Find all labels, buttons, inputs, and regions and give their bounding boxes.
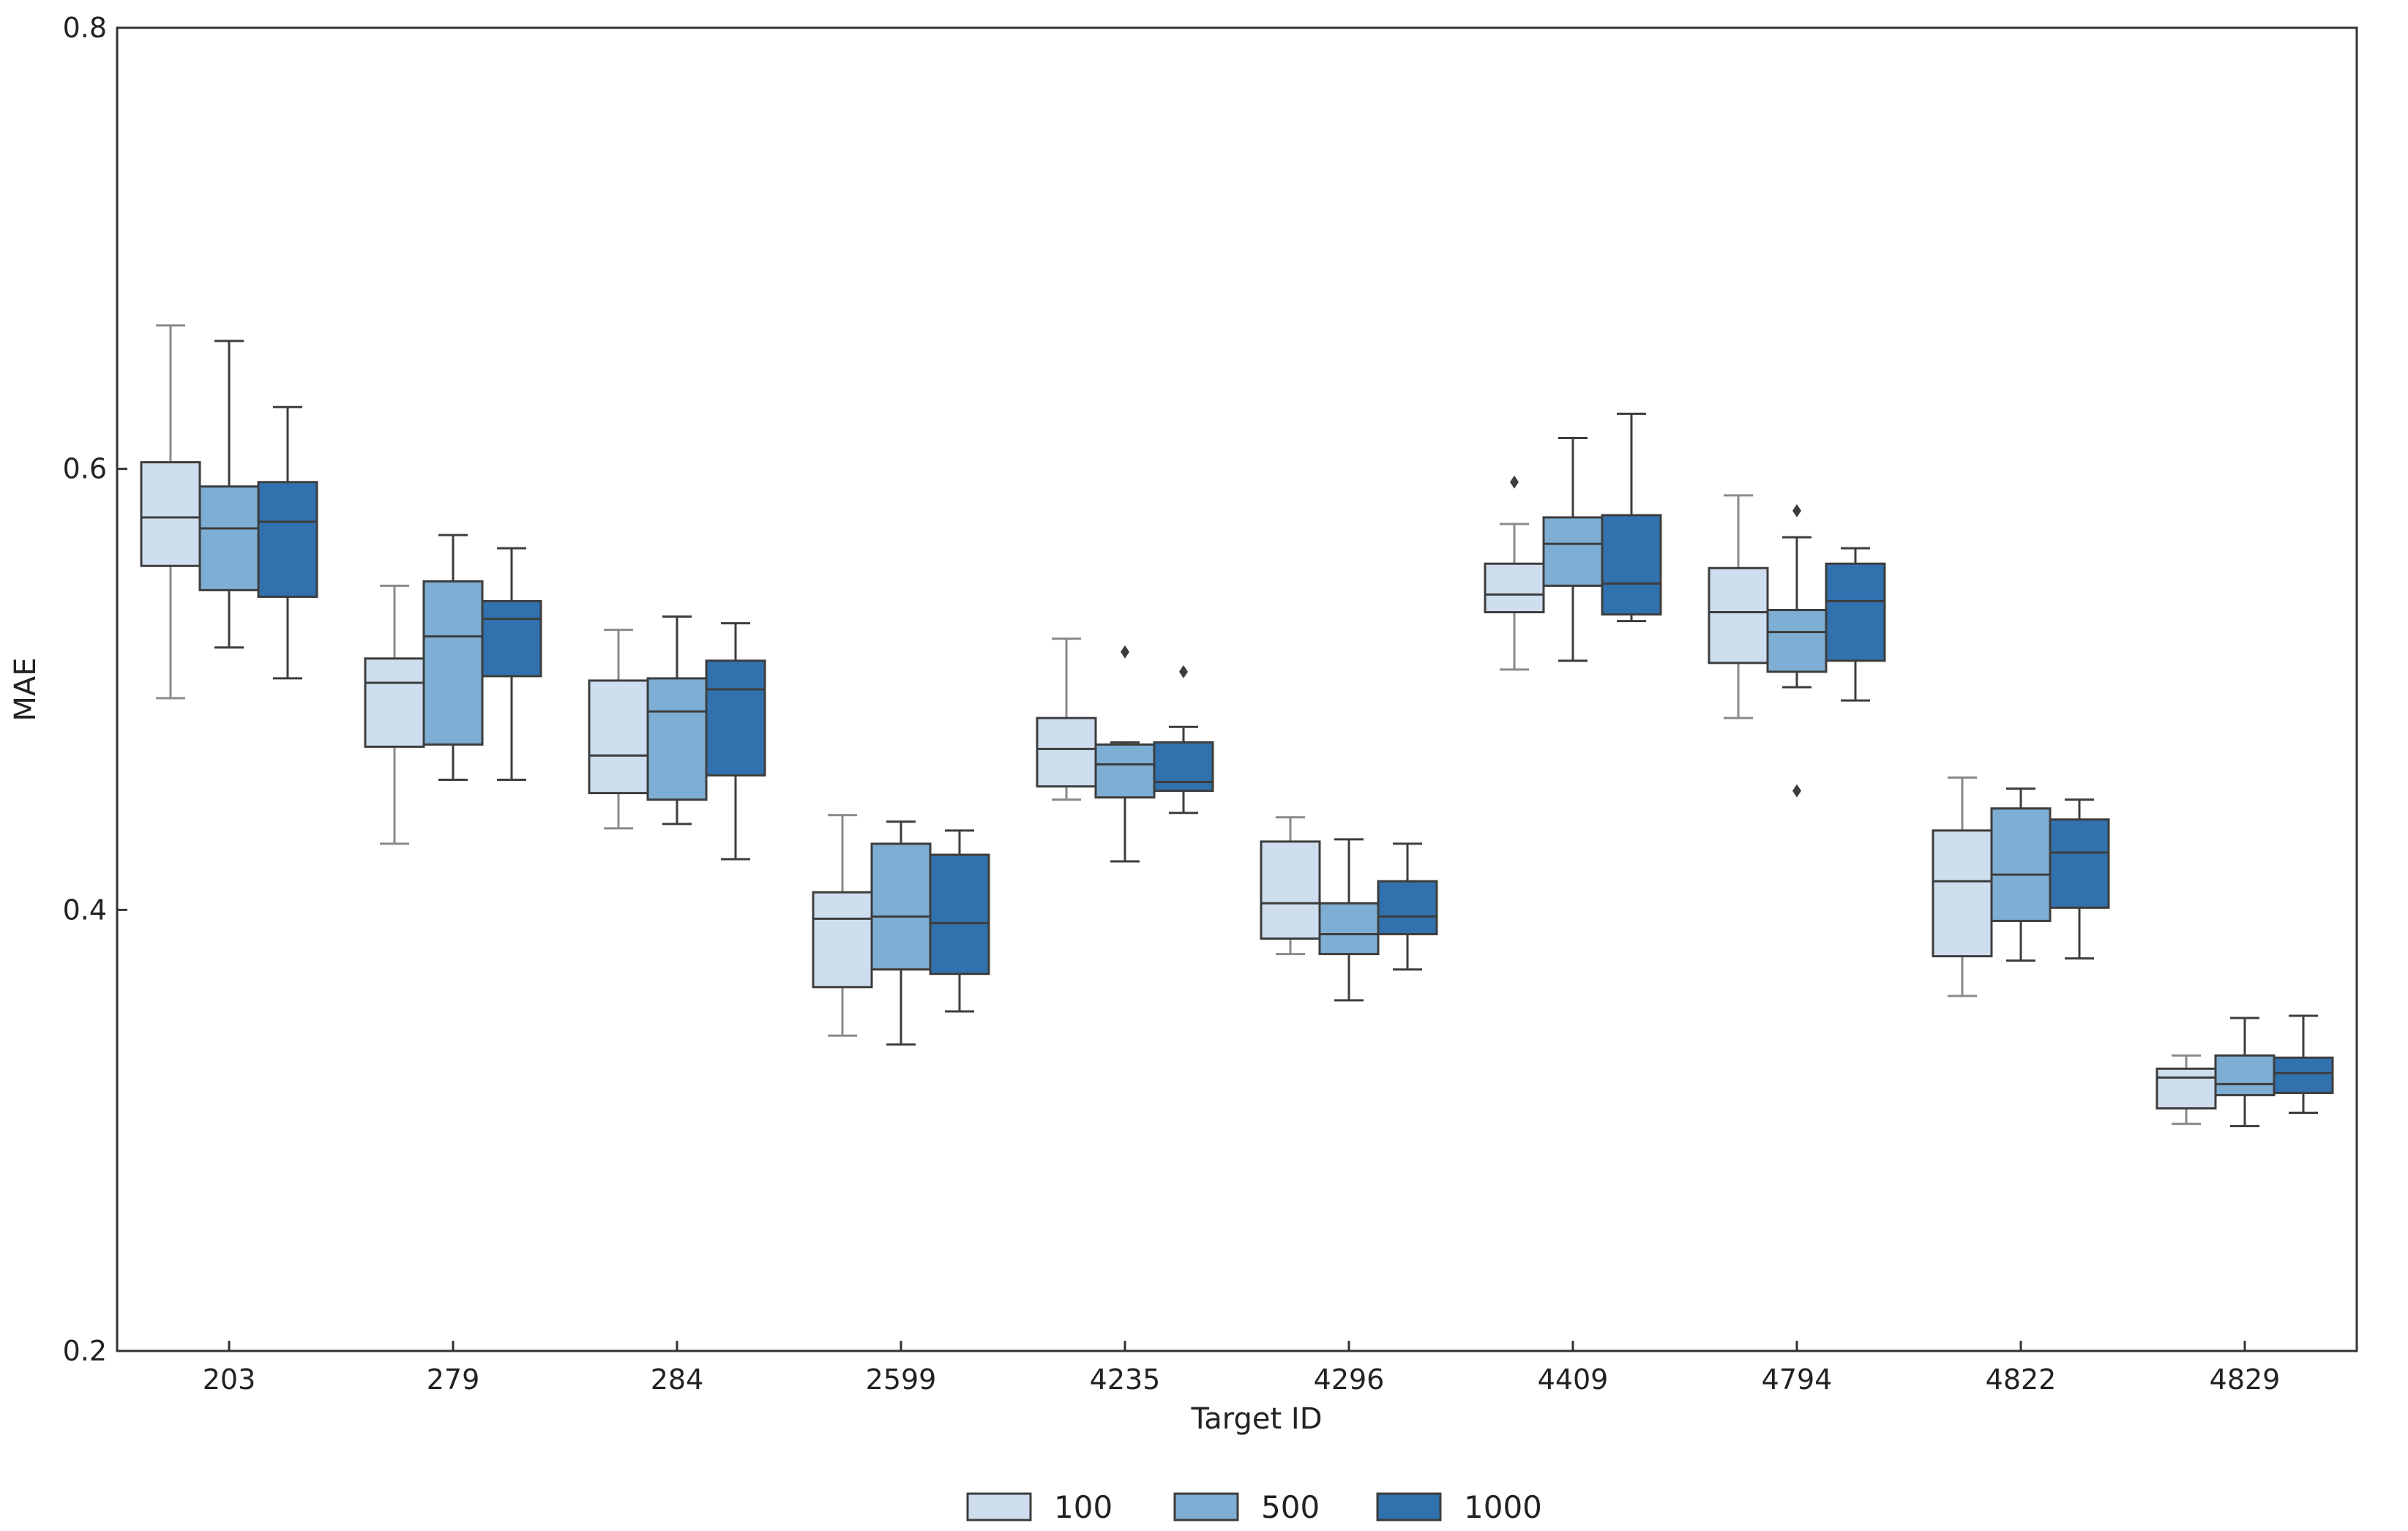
box-100-4794: [1708, 494, 1769, 719]
box-iqr: [1036, 716, 1097, 788]
y-axis-title: MAE: [9, 657, 42, 721]
outlier-point: [1792, 784, 1801, 798]
box-iqr: [1094, 743, 1156, 799]
box-100-4829: [2155, 1054, 2217, 1126]
box-iqr: [1542, 516, 1604, 587]
box-iqr: [1260, 840, 1321, 940]
y-tick-label: 0.8: [63, 12, 107, 44]
box-1000-4296: [1377, 842, 1438, 971]
box-1000-4822: [2049, 798, 2110, 960]
box-iqr: [1377, 880, 1438, 935]
box-1000-4235: [1153, 665, 1214, 815]
x-axis: 203 279 284 2599 4235 4296 4409 4794 4822 4829: [203, 1341, 2281, 1396]
box-iqr: [1825, 562, 1886, 662]
box-1000-4794: [1825, 547, 1886, 702]
plot-area-frame: [116, 26, 2358, 1352]
box-100-2599: [812, 814, 873, 1037]
box-100-284: [588, 629, 649, 830]
x-tick-label: 4409: [1538, 1363, 1609, 1396]
box-iqr: [2155, 1067, 2217, 1110]
outlier-point: [1792, 504, 1801, 517]
box-1000-284: [705, 622, 766, 861]
box-500-4409: [1542, 436, 1604, 662]
legend: 100 500 1000: [966, 1489, 1542, 1525]
box-500-279: [422, 534, 484, 782]
box-1000-203: [257, 405, 318, 680]
box-iqr: [364, 657, 425, 748]
legend-swatch-100: [966, 1492, 1032, 1521]
box-1000-4409: [1601, 412, 1662, 623]
box-iqr: [588, 679, 649, 795]
box-500-203: [198, 340, 260, 649]
box-iqr: [140, 461, 201, 567]
box-groups: [140, 324, 2334, 1128]
box-500-2599: [870, 820, 932, 1046]
box-iqr: [1932, 829, 1993, 958]
box-100-4822: [1932, 776, 1993, 997]
y-tick-label: 0.4: [63, 894, 107, 926]
box-iqr: [705, 659, 766, 777]
box-500-4296: [1318, 838, 1380, 1002]
legend-label-100: 100: [1054, 1489, 1113, 1525]
box-iqr: [2214, 1054, 2276, 1096]
outlier-point: [1510, 475, 1519, 489]
box-iqr: [257, 481, 318, 598]
legend-label-1000: 1000: [1464, 1489, 1542, 1525]
box-iqr: [1990, 807, 2052, 922]
y-tick-label: 0.2: [63, 1335, 107, 1367]
x-tick-label: 284: [651, 1363, 704, 1396]
box-100-279: [364, 584, 425, 845]
box-100-4235: [1036, 637, 1097, 801]
box-100-4409: [1484, 475, 1545, 671]
box-iqr: [1318, 902, 1380, 956]
box-100-203: [140, 324, 201, 700]
legend-swatch-500: [1173, 1492, 1239, 1521]
box-1000-279: [481, 547, 542, 782]
outlier-point: [1121, 645, 1129, 659]
box-500-4822: [1990, 787, 2052, 962]
box-iqr: [1708, 566, 1769, 665]
legend-swatch-1000: [1376, 1492, 1442, 1521]
y-tick-label: 0.6: [63, 453, 107, 485]
box-iqr: [1766, 609, 1828, 673]
box-iqr: [1601, 514, 1662, 616]
x-tick-label: 2599: [866, 1363, 937, 1396]
box-500-284: [646, 615, 708, 826]
box-100-4296: [1260, 816, 1321, 956]
x-tick-label: 203: [203, 1363, 256, 1396]
x-tick-label: 4296: [1314, 1363, 1385, 1396]
box-iqr: [2049, 818, 2110, 909]
x-tick-label: 4829: [2210, 1363, 2281, 1396]
box-iqr: [422, 580, 484, 746]
box-500-4235: [1094, 645, 1156, 863]
box-iqr: [2273, 1056, 2334, 1094]
box-iqr: [870, 842, 932, 971]
box-iqr: [929, 853, 990, 976]
box-iqr: [481, 599, 542, 678]
x-tick-label: 4235: [1090, 1363, 1161, 1396]
box-iqr: [1484, 562, 1545, 614]
x-tick-label: 279: [427, 1363, 480, 1396]
x-axis-title: Target ID: [1190, 1402, 1322, 1436]
box-500-4794: [1766, 504, 1828, 798]
box-1000-2599: [929, 829, 990, 1013]
box-iqr: [1153, 741, 1214, 793]
box-1000-4829: [2273, 1014, 2334, 1115]
legend-label-500: 500: [1261, 1489, 1320, 1525]
box-iqr: [812, 891, 873, 989]
box-iqr: [198, 485, 260, 591]
outlier-point: [1179, 665, 1188, 678]
x-tick-label: 4822: [1986, 1363, 2057, 1396]
box-500-4829: [2214, 1017, 2276, 1128]
box-iqr: [646, 677, 708, 801]
x-tick-label: 4794: [1762, 1363, 1833, 1396]
y-axis: 0.2 0.4 0.6 0.8: [63, 12, 127, 1367]
